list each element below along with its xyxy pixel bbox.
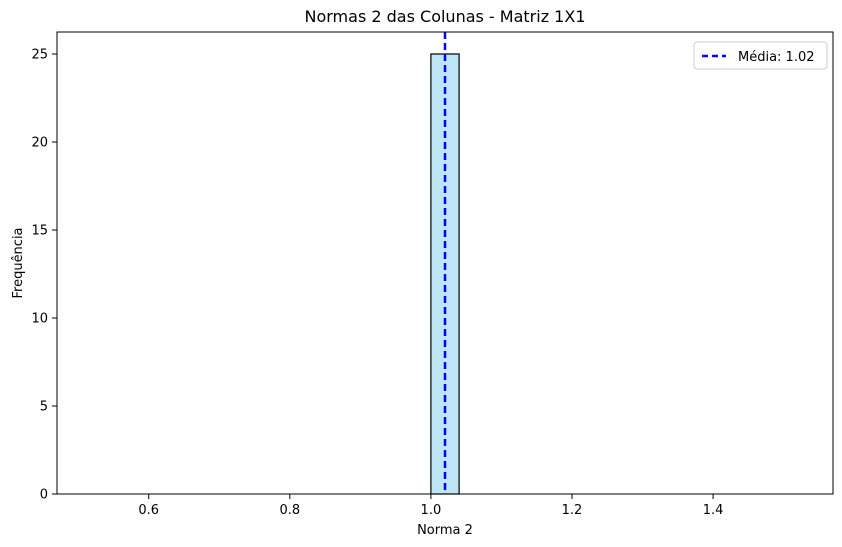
y-tick-label: 20 <box>31 136 48 151</box>
x-tick-label: 1.4 <box>703 503 724 518</box>
plot-area <box>92 32 798 495</box>
axes-ticks: 0.6 0.8 1.0 1.2 1.4 0 5 10 15 20 25 <box>31 48 723 519</box>
x-tick-label: 1.2 <box>562 503 583 518</box>
y-axis-label: Frequência <box>11 227 26 298</box>
legend-box <box>693 41 828 70</box>
y-tick-label: 5 <box>40 400 48 415</box>
x-tick-label: 0.6 <box>138 503 159 518</box>
legend: Média: 1.02 <box>693 41 828 70</box>
y-tick-label: 15 <box>31 224 48 239</box>
y-tick-label: 10 <box>31 312 48 327</box>
plot-frame <box>56 31 834 495</box>
chart-title: Normas 2 das Colunas - Matriz 1X1 <box>305 7 586 26</box>
x-tick-label: 0.8 <box>279 503 300 518</box>
x-tick-label: 1.0 <box>421 503 442 518</box>
x-axis-label: Norma 2 <box>417 523 473 538</box>
y-tick-label: 25 <box>31 48 48 63</box>
y-tick-label: 0 <box>40 488 48 503</box>
legend-mean-label: Média: 1.02 <box>738 50 815 65</box>
